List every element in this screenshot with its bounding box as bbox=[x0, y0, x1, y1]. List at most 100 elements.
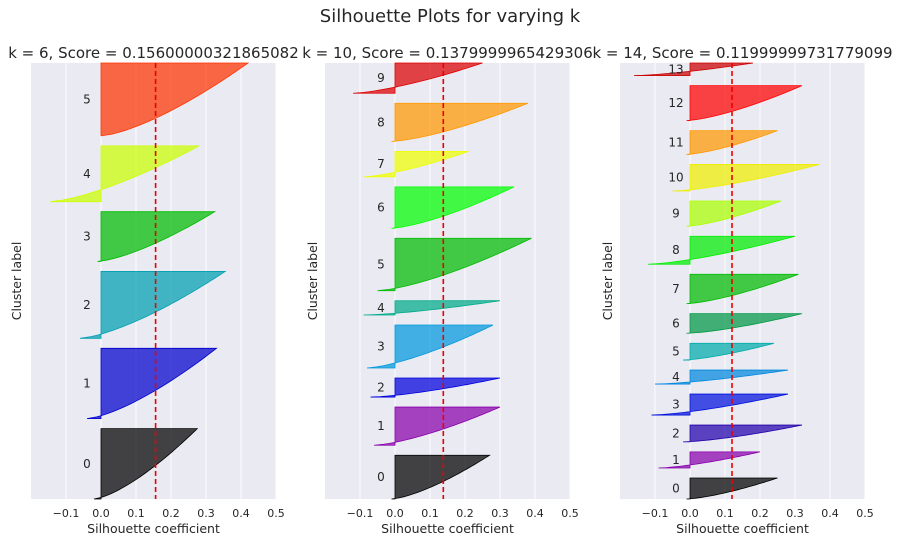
cluster-label: 11 bbox=[668, 136, 683, 150]
cluster-4-silhouette bbox=[654, 369, 789, 385]
cluster-2-silhouette bbox=[370, 377, 501, 398]
y-axis-label: Cluster label bbox=[305, 242, 320, 321]
x-tick-label: 0.3 bbox=[786, 507, 804, 520]
x-tick-label: 0.2 bbox=[162, 507, 180, 520]
cluster-12-silhouette bbox=[686, 85, 803, 122]
x-tick-label: 0.0 bbox=[386, 507, 404, 520]
cluster-labels: 0 1 2 3 4 5 6 7 8 9 bbox=[377, 71, 385, 484]
x-axis-label: Silhouette coefficient bbox=[676, 521, 809, 536]
cluster-label: 4 bbox=[672, 370, 680, 384]
cluster-9-silhouette bbox=[686, 200, 782, 227]
cluster-label: 13 bbox=[668, 62, 683, 76]
x-tick-label: 0.2 bbox=[456, 507, 474, 520]
x-tick-label: 0.1 bbox=[127, 507, 145, 520]
subplot-k10: −0.1 0.0 0.1 0.2 0.3 0.4 0.5 k = 10, Score = 0… bbox=[302, 44, 593, 536]
cluster-5-silhouette bbox=[377, 237, 532, 292]
cluster-3-silhouette bbox=[97, 211, 217, 262]
cluster-0-silhouette bbox=[391, 454, 491, 500]
cluster-label: 1 bbox=[83, 376, 91, 390]
cluster-5-silhouette bbox=[682, 342, 775, 361]
cluster-label: 12 bbox=[668, 96, 683, 110]
cluster-label: 0 bbox=[377, 470, 385, 484]
figure-suptitle: Silhouette Plots for varying k bbox=[320, 6, 581, 27]
cluster-label: 5 bbox=[83, 92, 91, 106]
cluster-8-silhouette bbox=[391, 102, 529, 142]
silhouette-clusters bbox=[633, 62, 820, 500]
y-axis-label: Cluster label bbox=[600, 242, 615, 321]
cluster-4-silhouette bbox=[50, 145, 200, 203]
x-tick-labels: −0.1 0.0 0.1 0.2 0.3 0.4 0.5 bbox=[53, 507, 285, 520]
cluster-label: 3 bbox=[83, 230, 91, 244]
x-tick-label: 0.3 bbox=[197, 507, 215, 520]
silhouette-clusters bbox=[50, 62, 250, 500]
x-tick-label: 0.5 bbox=[561, 507, 579, 520]
cluster-1-silhouette bbox=[373, 406, 501, 446]
cluster-13-silhouette bbox=[633, 62, 754, 77]
x-tick-label: 0.4 bbox=[232, 507, 250, 520]
cluster-label: 3 bbox=[672, 398, 680, 412]
cluster-2-silhouette bbox=[682, 424, 803, 443]
cluster-10-silhouette bbox=[672, 164, 820, 192]
x-tick-labels: −0.1 0.0 0.1 0.2 0.3 0.4 0.5 bbox=[642, 507, 874, 520]
x-tick-label: 0.4 bbox=[821, 507, 839, 520]
cluster-label: 1 bbox=[672, 453, 680, 467]
subplot-title: k = 14, Score = 0.11999999731779099 bbox=[592, 44, 892, 62]
cluster-label: 0 bbox=[83, 457, 91, 471]
cluster-label: 1 bbox=[377, 419, 385, 433]
cluster-3-silhouette bbox=[366, 324, 494, 369]
cluster-label: 6 bbox=[377, 201, 385, 215]
cluster-label: 0 bbox=[672, 481, 680, 495]
x-tick-label: 0.5 bbox=[267, 507, 285, 520]
subplot-title: k = 6, Score = 0.15600000321865082 bbox=[8, 44, 299, 62]
x-tick-label: 0.0 bbox=[681, 507, 699, 520]
cluster-label: 7 bbox=[672, 282, 680, 296]
cluster-labels: 0 1 2 3 4 5 bbox=[83, 92, 91, 470]
cluster-label: 2 bbox=[83, 298, 91, 312]
x-tick-labels: −0.1 0.0 0.1 0.2 0.3 0.4 0.5 bbox=[347, 507, 579, 520]
x-tick-label: −0.1 bbox=[53, 507, 80, 520]
cluster-label: 6 bbox=[672, 316, 680, 330]
cluster-11-silhouette bbox=[686, 130, 778, 155]
subplot-k6: −0.1 0.0 0.1 0.2 0.3 0.4 0.5 k = 6, Score = 0.… bbox=[8, 44, 299, 536]
x-tick-label: 0.3 bbox=[491, 507, 509, 520]
cluster-6-silhouette bbox=[391, 186, 515, 229]
cluster-label: 4 bbox=[377, 301, 385, 315]
cluster-1-silhouette bbox=[86, 347, 218, 420]
cluster-label: 9 bbox=[377, 71, 385, 85]
x-tick-label: 0.0 bbox=[92, 507, 110, 520]
cluster-label: 5 bbox=[377, 257, 385, 271]
cluster-5-silhouette bbox=[100, 62, 250, 137]
cluster-label: 9 bbox=[672, 207, 680, 221]
x-tick-label: 0.1 bbox=[421, 507, 439, 520]
x-tick-label: −0.1 bbox=[347, 507, 374, 520]
cluster-6-silhouette bbox=[686, 313, 803, 334]
y-axis-label: Cluster label bbox=[9, 242, 24, 321]
cluster-label: 2 bbox=[672, 426, 680, 440]
x-axis-label: Silhouette coefficient bbox=[87, 521, 220, 536]
cluster-label: 8 bbox=[377, 115, 385, 129]
cluster-2-silhouette bbox=[79, 271, 227, 339]
cluster-label: 8 bbox=[672, 243, 680, 257]
cluster-4-silhouette bbox=[363, 300, 501, 316]
cluster-label: 10 bbox=[668, 171, 683, 185]
x-tick-label: 0.1 bbox=[716, 507, 734, 520]
cluster-label: 4 bbox=[83, 167, 91, 181]
x-tick-label: 0.5 bbox=[856, 507, 874, 520]
subplot-title: k = 10, Score = 0.1379999965429306 bbox=[302, 44, 593, 62]
x-tick-label: −0.1 bbox=[642, 507, 669, 520]
cluster-7-silhouette bbox=[363, 151, 469, 178]
cluster-label: 2 bbox=[377, 381, 385, 395]
subplot-k14: −0.1 0.0 0.1 0.2 0.3 0.4 0.5 k = 14, Score = 0… bbox=[592, 44, 892, 536]
x-axis-label: Silhouette coefficient bbox=[381, 521, 514, 536]
x-tick-label: 0.2 bbox=[751, 507, 769, 520]
cluster-7-silhouette bbox=[686, 273, 799, 305]
cluster-3-silhouette bbox=[651, 393, 789, 416]
x-tick-label: 0.4 bbox=[526, 507, 544, 520]
cluster-9-silhouette bbox=[352, 62, 483, 94]
cluster-1-silhouette bbox=[658, 451, 761, 469]
cluster-0-silhouette bbox=[93, 428, 199, 500]
silhouette-clusters bbox=[352, 62, 532, 500]
cluster-label: 5 bbox=[672, 345, 680, 359]
